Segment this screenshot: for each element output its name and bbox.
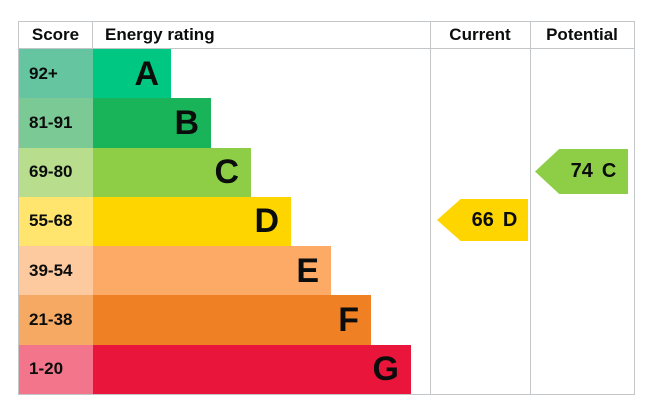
score-column-header: Score — [19, 22, 93, 48]
current-column-header: Current — [449, 25, 511, 44]
table-header-row: Score Energy rating Current Potential — [19, 22, 634, 49]
band-letter-d: D — [254, 202, 279, 241]
score-range-f: 21-38 — [19, 295, 93, 345]
band-bar-g: G — [93, 344, 411, 394]
score-range-d: 55-68 — [19, 196, 93, 247]
band-letter-c: C — [214, 153, 239, 192]
band-letter-b: B — [174, 103, 199, 142]
bar-zone-b: B — [93, 98, 634, 148]
score-range-e: 39-54 — [19, 246, 93, 296]
score-range-g: 1-20 — [19, 344, 93, 394]
bar-zone-c: C — [93, 147, 634, 197]
energy-rating-column-header: Energy rating — [105, 25, 215, 44]
band-row-d: 55-68 D — [19, 196, 634, 247]
bar-zone-e: E — [93, 246, 634, 296]
band-row-b: 81-91 B — [19, 98, 634, 148]
band-letter-g: G — [372, 350, 399, 389]
current-column-divider — [430, 22, 431, 394]
band-row-f: 21-38 F — [19, 295, 634, 345]
bar-zone-a: A — [93, 49, 634, 99]
band-bar-f: F — [93, 295, 371, 345]
potential-rating-value: 74 — [570, 160, 593, 182]
score-range-c: 69-80 — [19, 147, 93, 197]
bar-zone-d: D — [93, 196, 634, 247]
potential-column-header: Potential — [546, 25, 618, 44]
score-range-b: 81-91 — [19, 98, 93, 148]
potential-column-divider — [530, 22, 531, 394]
bar-zone-g: G — [93, 344, 634, 394]
band-bar-d: D — [93, 196, 291, 247]
band-row-g: 1-20 G — [19, 344, 634, 394]
current-rating-arrow: 66 D — [437, 199, 528, 241]
bar-zone-f: F — [93, 295, 634, 345]
current-rating-value: 66 — [471, 208, 494, 231]
band-bar-c: C — [93, 147, 251, 197]
band-row-c: 69-80 C — [19, 147, 634, 197]
band-letter-a: A — [134, 54, 159, 93]
band-row-e: 39-54 E — [19, 246, 634, 296]
band-bar-b: B — [93, 98, 211, 148]
score-range-a: 92+ — [19, 49, 93, 99]
band-row-a: 92+ A — [19, 49, 634, 99]
band-letter-f: F — [338, 301, 359, 340]
epc-table: Score Energy rating Current Potential 92… — [18, 21, 635, 395]
potential-rating-band-letter: C — [601, 160, 617, 182]
band-letter-e: E — [296, 251, 319, 290]
band-bar-a: A — [93, 49, 171, 99]
current-rating-band-letter: D — [502, 208, 518, 231]
band-bar-e: E — [93, 246, 331, 296]
